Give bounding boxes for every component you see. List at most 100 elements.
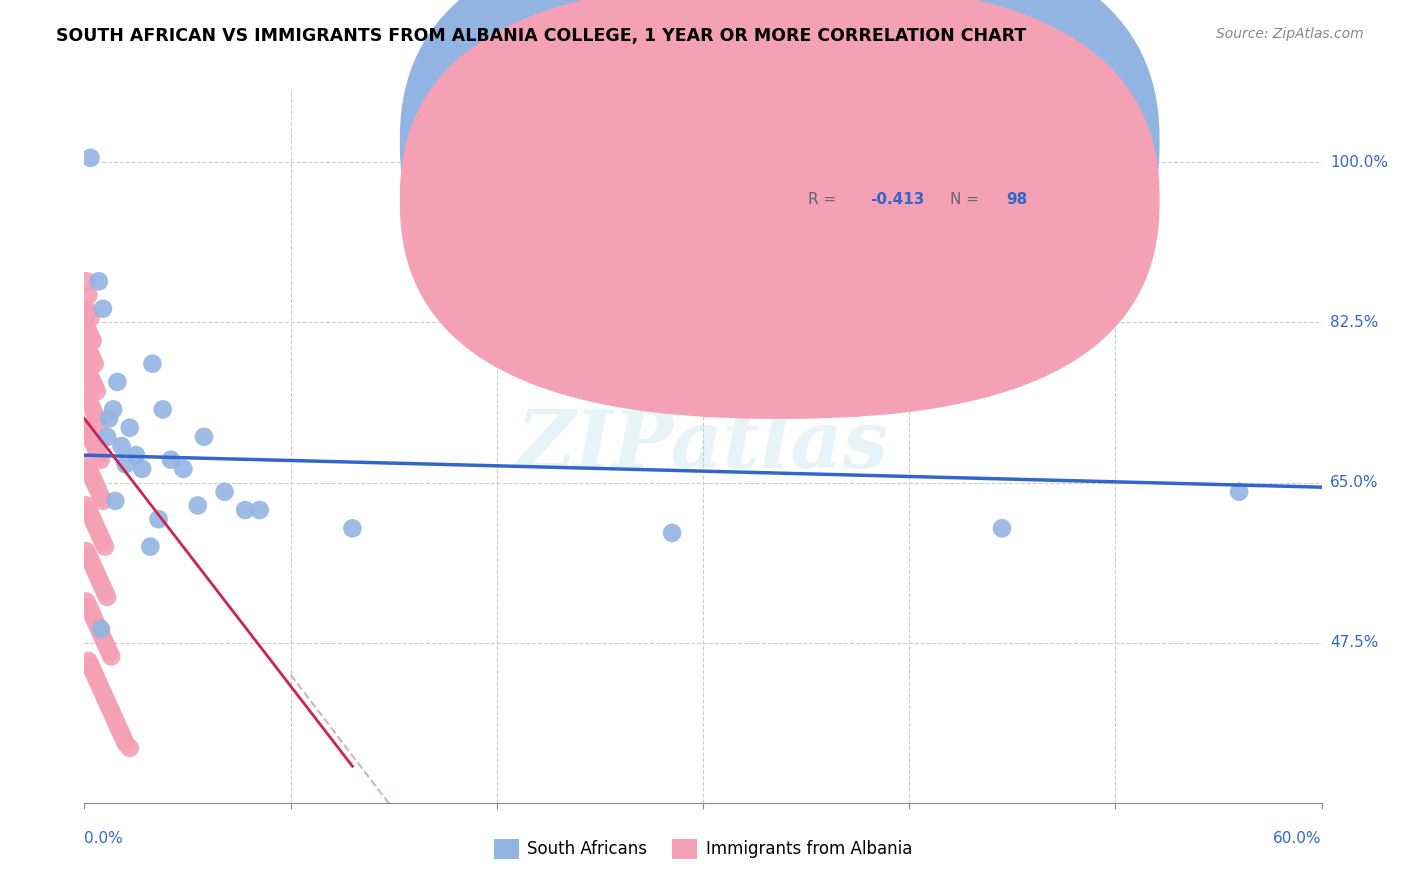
Text: N =: N = (950, 193, 984, 207)
Point (75, 338, 97, 352)
Text: -0.413: -0.413 (870, 193, 924, 207)
Point (87, 274, 110, 288)
Text: -0.044: -0.044 (870, 135, 925, 150)
Point (90, 531, 112, 545)
Point (103, 709, 125, 723)
Point (98, 699, 121, 714)
Point (148, 512, 170, 526)
Point (75, 361, 97, 376)
Point (79, 329, 101, 343)
Point (79, 151, 101, 165)
FancyBboxPatch shape (399, 0, 1160, 419)
Point (110, 439, 132, 453)
Point (82, 471, 104, 485)
Point (96, 695, 118, 709)
Point (100, 704, 122, 718)
Point (77, 599, 100, 613)
Point (82, 512, 104, 526)
Text: Source: ZipAtlas.com: Source: ZipAtlas.com (1216, 27, 1364, 41)
Point (187, 499, 209, 513)
Point (83, 667, 105, 681)
Point (82, 334, 104, 348)
Point (661, 525, 683, 540)
Point (82, 352, 104, 367)
Point (75, 458, 97, 472)
Point (108, 723, 131, 737)
Point (83, 516, 105, 531)
Point (75, 544, 97, 558)
Point (96, 430, 118, 444)
Point (75, 320, 97, 334)
Point (79, 430, 101, 444)
Point (94, 690, 117, 705)
Point (86, 384, 108, 398)
Point (77, 549, 100, 563)
Text: 60.0%: 60.0% (1274, 830, 1322, 846)
Point (193, 430, 215, 444)
Point (90, 452, 112, 467)
Point (104, 714, 127, 728)
Point (79, 467, 101, 481)
Text: SOUTH AFRICAN VS IMMIGRANTS FROM ALBANIA COLLEGE, 1 YEAR OR MORE CORRELATION CHA: SOUTH AFRICAN VS IMMIGRANTS FROM ALBANIA… (56, 27, 1026, 45)
Point (77, 503, 100, 517)
Point (75, 389, 97, 403)
Text: 0.0%: 0.0% (84, 830, 124, 846)
Text: 29: 29 (1007, 135, 1028, 150)
Point (77, 462, 100, 476)
Point (91, 301, 114, 316)
Point (104, 494, 127, 508)
Text: R =: R = (808, 193, 841, 207)
Point (82, 375, 104, 389)
Text: 47.5%: 47.5% (1330, 635, 1378, 650)
Point (83, 475, 105, 490)
Point (79, 658, 101, 673)
Point (91, 581, 114, 595)
Point (98, 645, 121, 659)
Point (1227, 484, 1250, 499)
Point (152, 402, 174, 417)
Point (83, 439, 105, 453)
Point (139, 540, 162, 554)
Point (114, 736, 136, 750)
Point (75, 301, 97, 316)
Point (87, 622, 110, 636)
Point (172, 462, 194, 476)
Point (112, 731, 135, 746)
Point (90, 489, 112, 503)
Point (991, 521, 1014, 535)
Point (82, 434, 104, 449)
Point (100, 649, 122, 664)
Text: ZIPatlas: ZIPatlas (517, 408, 889, 484)
Point (96, 640, 118, 655)
Point (75, 499, 97, 513)
Point (86, 617, 108, 632)
Point (77, 366, 100, 380)
Point (86, 521, 108, 535)
Point (77, 393, 100, 408)
Point (91, 686, 114, 700)
Point (90, 576, 112, 591)
Point (79, 347, 101, 361)
Point (87, 484, 110, 499)
Text: 98: 98 (1007, 193, 1028, 207)
Text: 65.0%: 65.0% (1330, 475, 1378, 490)
Point (90, 622, 112, 636)
Point (94, 636, 117, 650)
Point (82, 558, 104, 572)
Point (87, 572, 110, 586)
Point (79, 398, 101, 412)
Point (87, 525, 110, 540)
Point (75, 274, 97, 288)
Point (118, 420, 141, 434)
Point (87, 416, 110, 430)
Point (118, 740, 141, 755)
Point (90, 681, 112, 696)
Point (96, 590, 118, 604)
Point (160, 452, 183, 467)
Point (83, 407, 105, 421)
Point (114, 458, 136, 472)
Point (77, 654, 100, 668)
Point (86, 443, 108, 458)
Point (90, 626, 112, 640)
Point (91, 631, 114, 645)
